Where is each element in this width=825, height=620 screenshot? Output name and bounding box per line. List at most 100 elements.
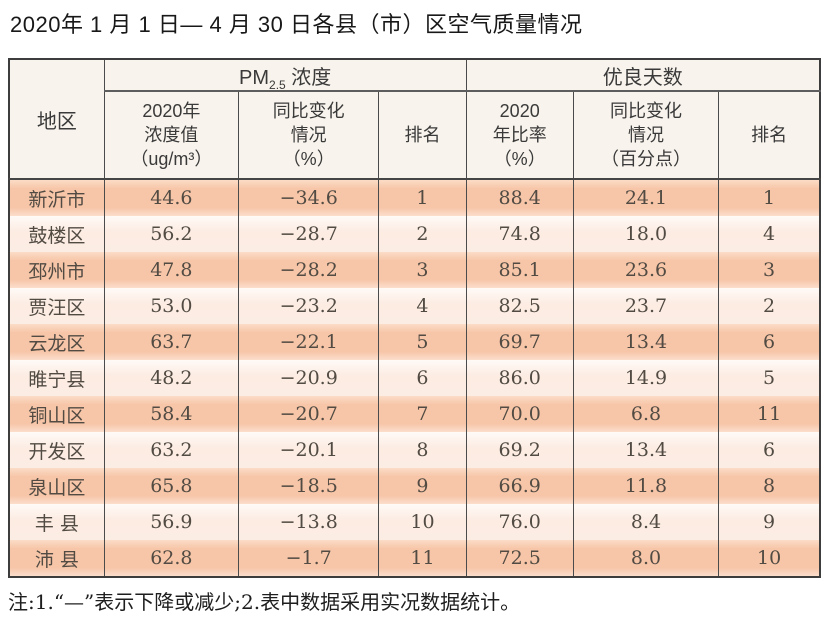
pm-value-cell: 56.2 — [103, 216, 240, 252]
region-cell: 铜山区 — [8, 396, 105, 432]
region-cell: 贾汪区 — [8, 288, 105, 324]
table-row: 邳州市 47.8 −28.2 3 85.1 23.6 3 — [8, 252, 821, 288]
table-sub-header-row: 2020年 浓度值 （ug/m³） 同比变化 情况 （%） 排名 2020 年比… — [9, 91, 821, 180]
table-row: 云龙区 63.7 −22.1 5 69.7 13.4 6 — [8, 324, 821, 360]
pm-value-cell: 63.7 — [103, 324, 240, 360]
days-rank-cell: 10 — [718, 540, 821, 577]
days-rank-cell: 5 — [718, 360, 821, 396]
region-cell: 鼓楼区 — [8, 216, 105, 252]
pm-change-cell: −1.7 — [238, 540, 380, 577]
pm-change-cell: −18.5 — [238, 468, 380, 504]
air-quality-table: 地区 PM2.5 浓度 优良天数 2020年 浓度值 （ug/m³） 同比变化 … — [8, 58, 821, 578]
region-cell: 开发区 — [8, 432, 105, 468]
table-row: 沛 县 62.8 −1.7 11 72.5 8.0 10 — [8, 540, 821, 577]
pm-change-cell: −20.1 — [238, 432, 380, 468]
region-cell: 丰 县 — [8, 504, 105, 540]
pm-value-cell: 47.8 — [103, 252, 240, 288]
pm-change-cell: −20.9 — [238, 360, 380, 396]
pm-change-cell: −13.8 — [238, 504, 380, 540]
days-change-cell: 24.1 — [572, 179, 720, 216]
days-rank-cell: 6 — [718, 432, 821, 468]
column-group-good-days: 优良天数 — [465, 59, 821, 92]
region-cell: 睢宁县 — [8, 360, 105, 396]
pm-change-cell: −20.7 — [238, 396, 380, 432]
region-cell: 云龙区 — [8, 324, 105, 360]
days-rate-cell: 70.0 — [465, 396, 574, 432]
pm-change-cell: −28.7 — [238, 216, 380, 252]
days-change-cell: 8.0 — [572, 540, 720, 577]
pm-rank-cell: 6 — [378, 360, 467, 396]
table-row: 贾汪区 53.0 −23.2 4 82.5 23.7 2 — [8, 288, 821, 324]
pm-value-cell: 56.9 — [103, 504, 240, 540]
table-row: 丰 县 56.9 −13.8 10 76.0 8.4 9 — [8, 504, 821, 540]
days-rate-cell: 74.8 — [465, 216, 574, 252]
pm-rank-cell: 7 — [378, 396, 467, 432]
pm-value-cell: 58.4 — [103, 396, 240, 432]
table-row: 铜山区 58.4 −20.7 7 70.0 6.8 11 — [8, 396, 821, 432]
days-change-cell: 8.4 — [572, 504, 720, 540]
pm-rank-cell: 8 — [378, 432, 467, 468]
column-header-days-rank: 排名 — [718, 91, 821, 180]
pm-rank-cell: 11 — [378, 540, 467, 577]
pm-rank-cell: 2 — [378, 216, 467, 252]
column-header-region: 地区 — [8, 59, 105, 180]
region-cell: 邳州市 — [8, 252, 105, 288]
pm-rank-cell: 5 — [378, 324, 467, 360]
days-rate-cell: 76.0 — [465, 504, 574, 540]
pm25-label-suffix: 浓度 — [285, 66, 332, 89]
days-rate-cell: 82.5 — [465, 288, 574, 324]
table-row: 睢宁县 48.2 −20.9 6 86.0 14.9 5 — [8, 360, 821, 396]
pm-change-cell: −34.6 — [238, 179, 380, 216]
days-change-cell: 23.6 — [572, 252, 720, 288]
pm-value-cell: 48.2 — [103, 360, 240, 396]
days-change-cell: 14.9 — [572, 360, 720, 396]
days-rank-cell: 1 — [718, 179, 821, 216]
days-rank-cell: 11 — [718, 396, 821, 432]
days-rate-cell: 88.4 — [465, 179, 574, 216]
days-rate-cell: 69.2 — [465, 432, 574, 468]
days-rank-cell: 3 — [718, 252, 821, 288]
days-change-cell: 18.0 — [572, 216, 720, 252]
days-rank-cell: 4 — [718, 216, 821, 252]
table-group-header-row: 地区 PM2.5 浓度 优良天数 — [8, 59, 821, 180]
region-cell: 沛 县 — [8, 540, 105, 577]
pm-change-cell: −28.2 — [238, 252, 380, 288]
column-group-pm25: PM2.5 浓度 — [103, 59, 467, 92]
pm25-label-prefix: PM — [239, 66, 270, 89]
column-header-days-change: 同比变化 情况 （百分点） — [572, 91, 720, 180]
table-row: 泉山区 65.8 −18.5 9 66.9 11.8 8 — [8, 468, 821, 504]
column-header-days-rate: 2020 年比率 （%） — [465, 91, 574, 180]
region-cell: 新沂市 — [8, 179, 105, 216]
page-title: 2020年 1 月 1 日— 4 月 30 日各县（市）区空气质量情况 — [10, 12, 583, 37]
days-rate-cell: 85.1 — [465, 252, 574, 288]
days-rate-cell: 66.9 — [465, 468, 574, 504]
days-change-cell: 6.8 — [572, 396, 720, 432]
footnote: 注:1.“—”表示下降或减少;2.表中数据采用实况数据统计。 — [8, 590, 521, 614]
days-rate-cell: 69.7 — [465, 324, 574, 360]
days-change-cell: 13.4 — [572, 432, 720, 468]
pm-value-cell: 44.6 — [103, 179, 240, 216]
table-row: 开发区 63.2 −20.1 8 69.2 13.4 6 — [8, 432, 821, 468]
days-rank-cell: 6 — [718, 324, 821, 360]
pm-value-cell: 62.8 — [103, 540, 240, 577]
table-row: 新沂市 44.6 −34.6 1 88.4 24.1 1 — [8, 179, 821, 216]
pm-value-cell: 53.0 — [103, 288, 240, 324]
days-rate-cell: 72.5 — [465, 540, 574, 577]
days-change-cell: 13.4 — [572, 324, 720, 360]
table-row: 鼓楼区 56.2 −28.7 2 74.8 18.0 4 — [8, 216, 821, 252]
pm-rank-cell: 9 — [378, 468, 467, 504]
pm-rank-cell: 4 — [378, 288, 467, 324]
days-rank-cell: 2 — [718, 288, 821, 324]
column-header-pm-value: 2020年 浓度值 （ug/m³） — [103, 91, 240, 180]
pm-rank-cell: 1 — [378, 179, 467, 216]
pm-rank-cell: 3 — [378, 252, 467, 288]
pm-change-cell: −23.2 — [238, 288, 380, 324]
region-cell: 泉山区 — [8, 468, 105, 504]
pm-value-cell: 63.2 — [103, 432, 240, 468]
pm-value-cell: 65.8 — [103, 468, 240, 504]
days-change-cell: 23.7 — [572, 288, 720, 324]
pm-change-cell: −22.1 — [238, 324, 380, 360]
days-change-cell: 11.8 — [572, 468, 720, 504]
table-body: 新沂市 44.6 −34.6 1 88.4 24.1 1 鼓楼区 56.2 −2… — [8, 179, 821, 577]
days-rank-cell: 9 — [718, 504, 821, 540]
